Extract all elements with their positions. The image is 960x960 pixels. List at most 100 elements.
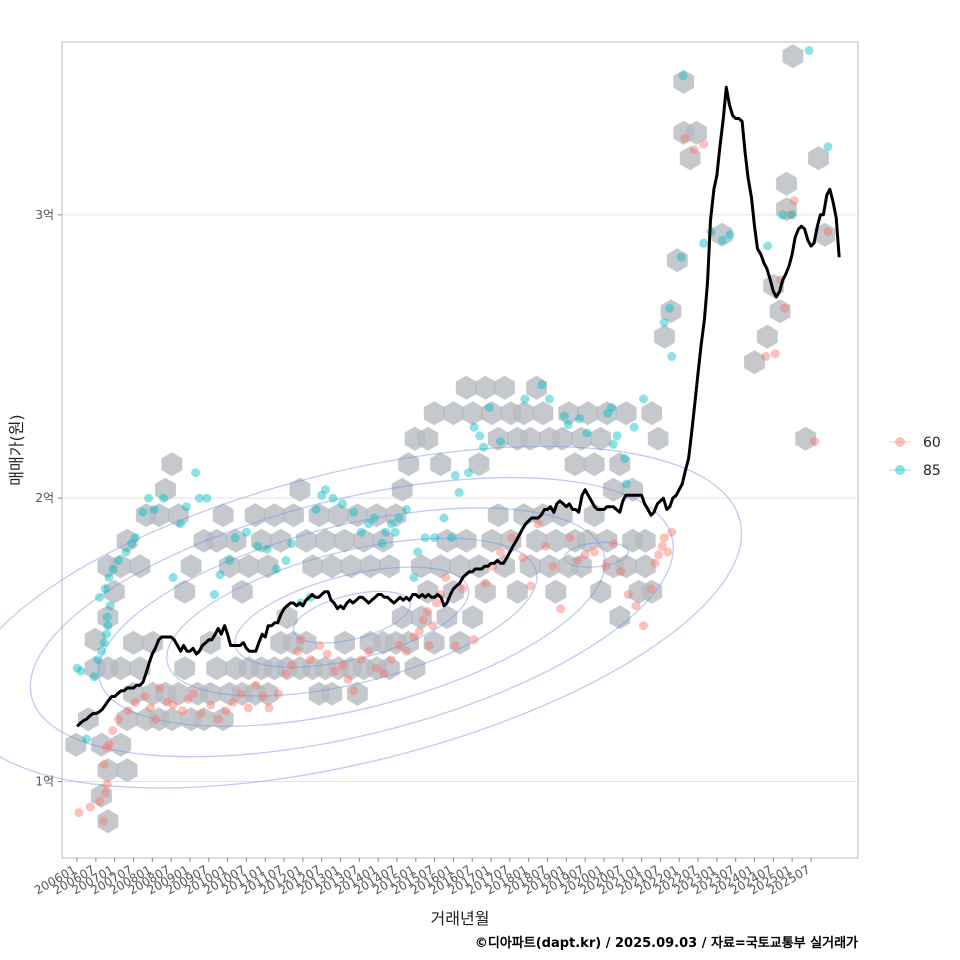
hex-cell-100 — [385, 503, 407, 528]
point-85-61 — [447, 533, 456, 543]
point-60-11 — [123, 706, 133, 716]
hex-cell-142 — [519, 426, 541, 451]
point-85-24 — [176, 519, 186, 529]
hex-cell-185 — [673, 69, 695, 94]
hex-cell-13 — [110, 656, 132, 681]
point-60-85 — [654, 550, 663, 560]
hex-cell-35 — [174, 656, 196, 681]
hex-cell-56 — [244, 503, 266, 528]
hex-cell-84 — [334, 528, 355, 553]
point-60-89 — [667, 527, 677, 537]
hex-cell-194 — [776, 171, 797, 196]
hex-cell-121 — [455, 528, 477, 553]
hex-cell-144 — [526, 375, 547, 400]
point-60-78 — [608, 539, 618, 548]
point-60-39 — [322, 649, 332, 659]
hex-cell-60 — [257, 554, 279, 579]
hex-cell-46 — [212, 503, 234, 528]
point-60-38 — [315, 641, 325, 650]
hex-cell-25 — [142, 630, 164, 655]
point-60-73 — [565, 533, 575, 543]
point-60-22 — [196, 709, 206, 718]
point-85-78 — [607, 403, 616, 412]
point-60-92 — [699, 139, 709, 149]
hex-cell-196 — [795, 426, 817, 451]
point-60-20 — [183, 694, 193, 704]
hex-cell-160 — [577, 401, 599, 426]
point-60-57 — [432, 598, 441, 608]
point-60-77 — [601, 561, 611, 571]
hexbin-layer — [65, 44, 836, 834]
point-85-60 — [439, 513, 449, 523]
hex-cell-31 — [161, 452, 183, 477]
point-60-90 — [680, 133, 690, 143]
hex-cell-103 — [398, 630, 419, 655]
hex-cell-176 — [635, 554, 656, 579]
source-caption: ©디아파트(dapt.kr) / 2025.09.03 / 자료=국토교통부 실… — [475, 935, 858, 951]
hex-cell-16 — [116, 707, 138, 732]
point-60-26 — [228, 697, 238, 707]
point-85-3 — [89, 672, 99, 682]
hex-cell-34 — [174, 579, 196, 604]
point-85-43 — [321, 485, 330, 495]
point-60-84 — [650, 558, 660, 568]
point-60-80 — [623, 590, 633, 599]
hex-cell-187 — [686, 120, 707, 145]
point-60-69 — [533, 519, 543, 529]
point-85-69 — [496, 437, 505, 446]
point-85-8 — [103, 621, 113, 631]
hex-cell-186 — [679, 146, 701, 171]
point-60-55 — [424, 641, 434, 650]
hex-cell-9 — [97, 605, 119, 630]
point-60-12 — [130, 697, 140, 707]
hex-cell-105 — [404, 656, 426, 681]
hex-cell-119 — [449, 630, 471, 655]
point-85-90 — [699, 238, 709, 248]
hex-cell-32 — [167, 681, 189, 706]
hex-cell-70 — [289, 477, 311, 502]
point-85-47 — [356, 527, 366, 537]
point-60-43 — [349, 686, 359, 696]
point-85-16 — [121, 547, 131, 557]
y-tick-label-2: 3억 — [35, 208, 54, 222]
hex-cell-101 — [391, 605, 413, 630]
hex-cell-14 — [110, 732, 132, 757]
hex-cell-6 — [97, 809, 119, 834]
point-60-50 — [401, 646, 411, 656]
hex-cell-27 — [148, 503, 170, 528]
point-60-54 — [422, 607, 432, 616]
point-60-31 — [264, 703, 274, 713]
hex-cell-178 — [641, 579, 663, 604]
point-60-58 — [435, 590, 445, 599]
y-axis-title: 매매가(원) — [7, 414, 26, 485]
point-85-22 — [159, 493, 169, 503]
hex-cell-114 — [430, 452, 451, 477]
hex-cell-111 — [423, 630, 445, 655]
point-60-42 — [343, 675, 353, 684]
point-85-20 — [144, 493, 154, 503]
point-60-35 — [292, 646, 302, 656]
point-60-93 — [761, 352, 771, 361]
hex-cell-108 — [411, 554, 432, 579]
point-60-99 — [810, 437, 820, 446]
point-60-23 — [206, 700, 216, 710]
point-60-10 — [114, 714, 123, 724]
hex-cell-182 — [660, 299, 682, 324]
x-axis-title: 거래년월 — [431, 909, 490, 928]
hex-cell-79 — [321, 681, 343, 706]
hex-cell-104 — [398, 452, 419, 477]
point-60-16 — [155, 683, 165, 693]
point-60-29 — [251, 680, 261, 690]
point-60-44 — [356, 655, 366, 665]
point-85-11 — [95, 592, 105, 602]
point-60-98 — [789, 196, 799, 206]
point-85-19 — [138, 507, 148, 517]
point-85-95 — [778, 210, 788, 220]
point-85-53 — [390, 527, 400, 537]
hex-cell-5 — [91, 783, 112, 808]
hex-cell-0 — [65, 732, 87, 757]
point-85-45 — [337, 499, 347, 509]
hex-cell-112 — [423, 401, 445, 426]
point-60-100 — [823, 227, 833, 237]
point-85-28 — [202, 493, 212, 503]
